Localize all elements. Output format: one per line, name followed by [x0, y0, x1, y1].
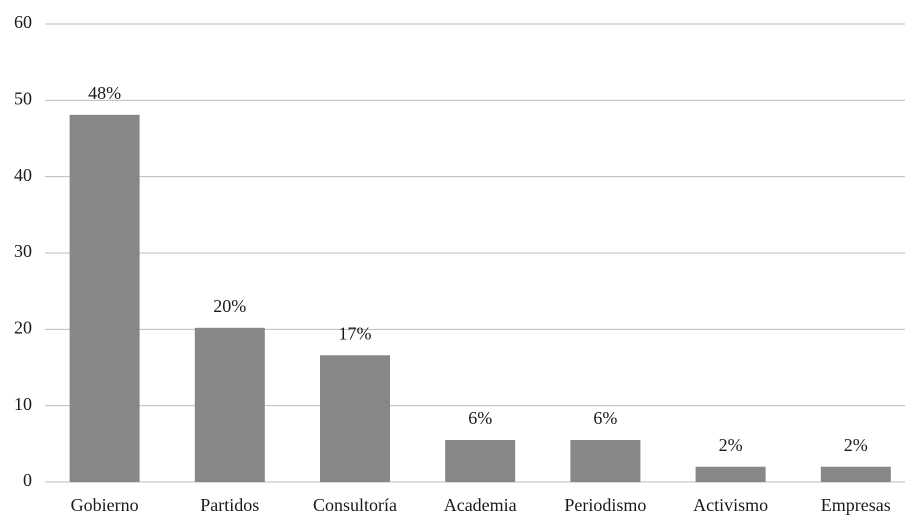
bar [320, 355, 390, 482]
x-tick-label: Partidos [200, 495, 259, 515]
value-label: 2% [719, 435, 743, 455]
value-label: 6% [468, 408, 492, 428]
y-tick-label: 0 [23, 470, 32, 490]
bar [820, 466, 891, 482]
bar [194, 327, 265, 482]
y-tick-label: 10 [14, 394, 32, 414]
bar [445, 440, 516, 482]
value-label: 20% [213, 296, 246, 316]
bar [570, 440, 641, 482]
value-label: 2% [844, 435, 868, 455]
x-tick-label: Empresas [821, 495, 891, 515]
y-tick-label: 20 [14, 317, 32, 337]
value-label: 17% [339, 323, 372, 343]
value-label: 48% [88, 83, 121, 103]
y-tick-label: 60 [14, 12, 32, 32]
bar [69, 114, 140, 482]
y-tick-label: 50 [14, 88, 32, 108]
y-tick-label: 30 [14, 241, 32, 261]
x-tick-label: Activismo [693, 495, 768, 515]
y-tick-label: 40 [14, 165, 32, 185]
x-tick-label: Academia [444, 495, 517, 515]
x-tick-label: Consultoría [313, 495, 397, 515]
x-tick-label: Periodismo [564, 495, 646, 515]
x-tick-label: Gobierno [71, 495, 139, 515]
value-label: 6% [593, 408, 617, 428]
bar [695, 466, 766, 482]
